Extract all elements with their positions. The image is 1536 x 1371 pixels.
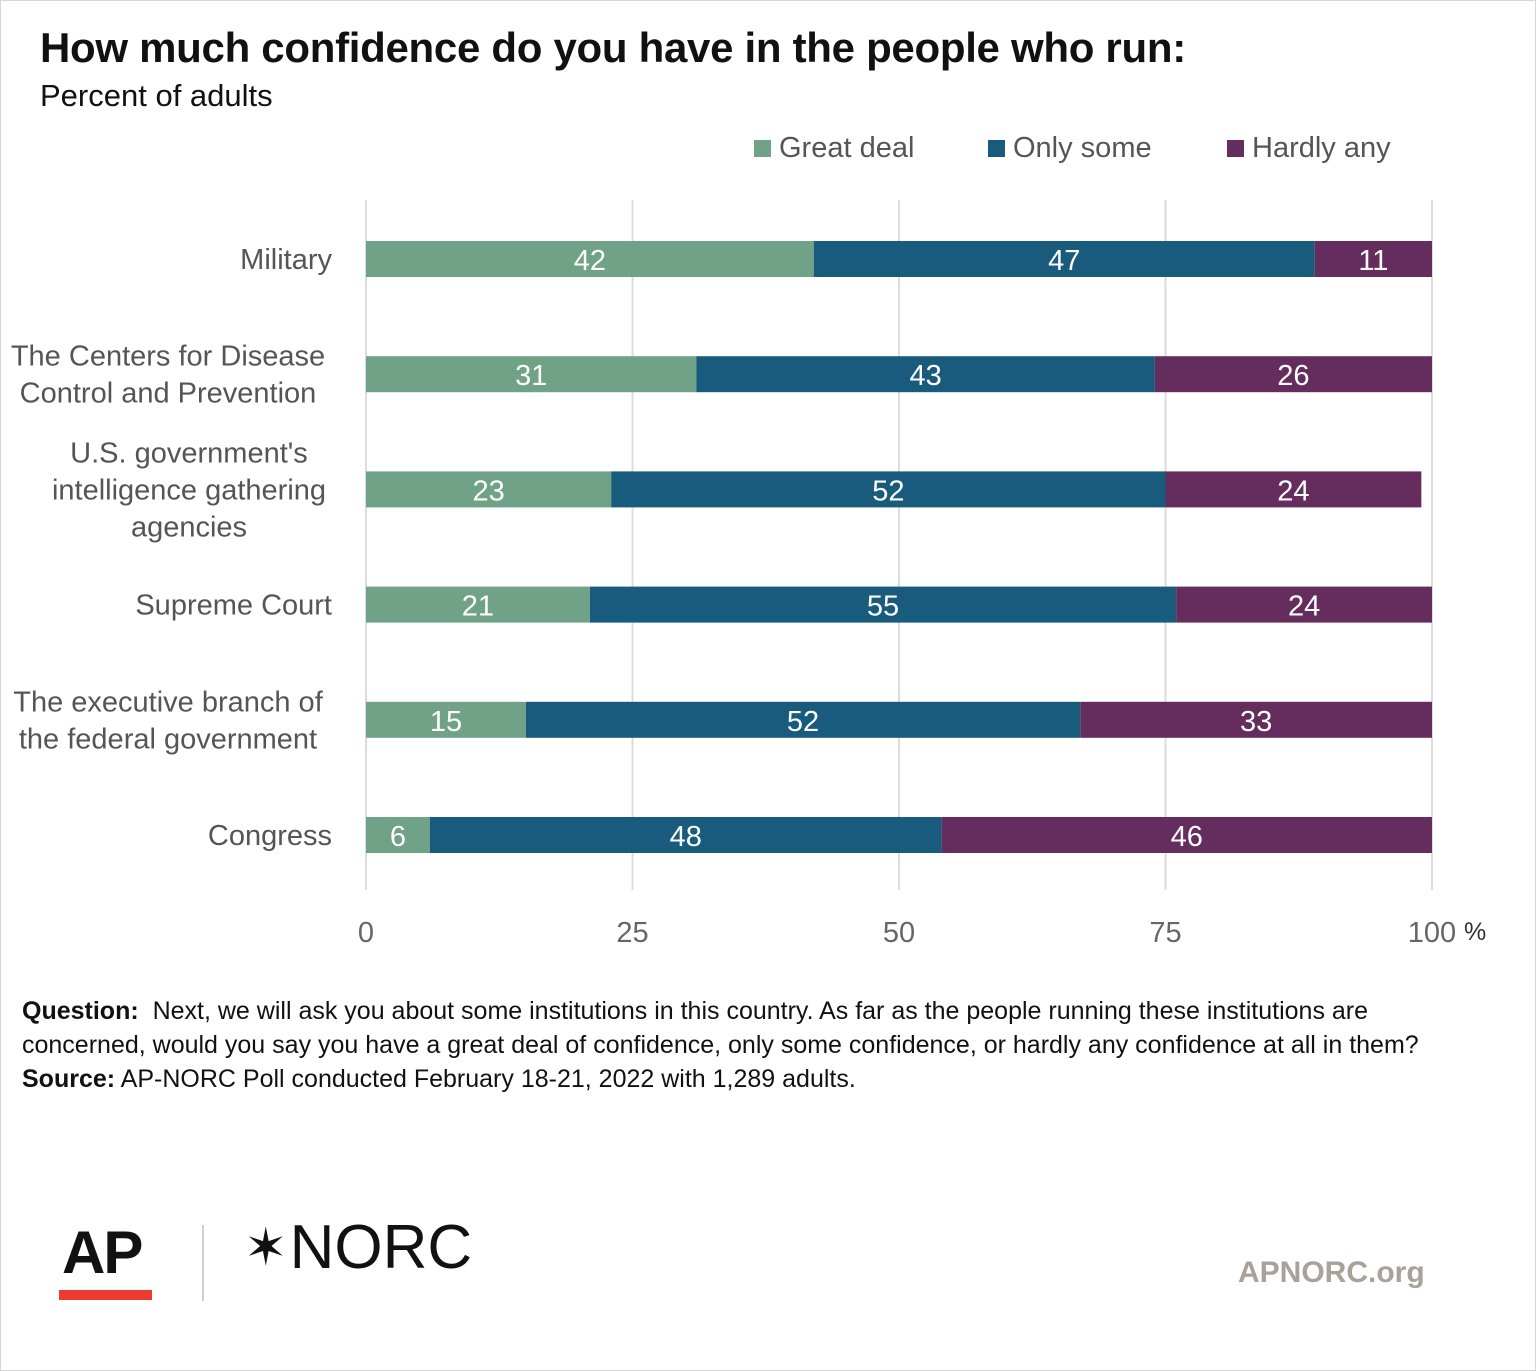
chart-notes: Question: Next, we will ask you about so… xyxy=(22,994,1492,1096)
category-label-4: Supreme Court xyxy=(135,590,332,622)
question-note: Question: Next, we will ask you about so… xyxy=(22,994,1492,1062)
chart-subtitle: Percent of adults xyxy=(40,78,273,113)
bar-great-deal-2 xyxy=(366,356,697,393)
x-tick-label-100: 100 xyxy=(1408,917,1456,949)
data-label-great-deal-1: 42 xyxy=(574,245,606,277)
data-label-hardly-any-1: 11 xyxy=(1358,245,1388,277)
data-label-only-some-3: 52 xyxy=(872,475,904,507)
x-tick-label-50: 50 xyxy=(883,917,915,949)
question-text: Next, we will ask you about some institu… xyxy=(22,997,1419,1059)
category-label-3: U.S. government's intelligence gathering a… xyxy=(52,437,326,543)
bar-hardly-any-2 xyxy=(1154,356,1432,393)
legend-swatch-great-deal xyxy=(754,139,771,157)
legend-item-hardly-any: Hardly any xyxy=(1227,132,1391,165)
category-label-6: Congress xyxy=(208,820,332,852)
bar-only-some-6 xyxy=(429,817,942,853)
source-note: Source: AP-NORC Poll conducted February … xyxy=(22,1062,1492,1096)
ap-logo: AP xyxy=(62,1219,143,1286)
bar-great-deal-5 xyxy=(366,701,526,738)
x-tick-label-0: 0 xyxy=(358,917,374,949)
bar-hardly-any-3 xyxy=(1165,471,1422,508)
legend-item-only-some: Only some xyxy=(988,132,1152,165)
bar-only-some-3 xyxy=(611,471,1166,508)
data-label-only-some-6: 48 xyxy=(670,821,702,853)
data-label-great-deal-4: 21 xyxy=(462,591,494,623)
category-label-2: The Centers for Disease Control and Preve… xyxy=(11,341,325,410)
x-tick-label-75: 75 xyxy=(1149,917,1181,949)
chart-title: How much confidence do you have in the p… xyxy=(40,24,1186,71)
norc-logo: ✶ NORC xyxy=(244,1212,472,1283)
legend-label-hardly-any: Hardly any xyxy=(1252,131,1391,164)
source-label: Source: xyxy=(22,1065,116,1093)
data-label-hardly-any-4: 24 xyxy=(1288,591,1320,623)
logo-divider xyxy=(202,1225,204,1301)
data-label-hardly-any-3: 24 xyxy=(1277,475,1309,507)
bar-only-some-1 xyxy=(813,241,1315,277)
ap-logo-underline xyxy=(59,1290,152,1300)
bar-hardly-any-5 xyxy=(1080,701,1432,738)
data-label-only-some-4: 55 xyxy=(867,591,899,623)
site-link: APNORC.org xyxy=(1238,1256,1425,1289)
data-label-hardly-any-2: 26 xyxy=(1277,360,1309,392)
bar-hardly-any-4 xyxy=(1176,586,1432,623)
bar-great-deal-6 xyxy=(366,817,430,853)
legend-swatch-hardly-any xyxy=(1227,139,1244,157)
question-label: Question: xyxy=(22,997,139,1025)
bar-only-some-5 xyxy=(525,701,1081,738)
data-label-great-deal-2: 31 xyxy=(515,360,547,392)
category-label-1: Military xyxy=(240,244,332,276)
legend-swatch-only-some xyxy=(988,139,1005,157)
bar-only-some-2 xyxy=(696,356,1155,393)
bar-great-deal-3 xyxy=(366,471,612,508)
category-label-5: The executive branch of the federal gover… xyxy=(13,686,323,755)
legend-item-great-deal: Great deal xyxy=(754,132,914,165)
data-label-great-deal-5: 15 xyxy=(430,706,462,738)
x-tick-label-25: 25 xyxy=(616,917,648,949)
data-label-only-some-5: 52 xyxy=(787,706,819,738)
data-label-only-some-2: 43 xyxy=(910,360,942,392)
legend-label-great-deal: Great deal xyxy=(779,131,915,164)
bar-hardly-any-1 xyxy=(1314,241,1432,277)
stacked-bar-chart: 0 25 50 75 100 % Military The Centers for Disea… xyxy=(11,200,1486,949)
bar-great-deal-4 xyxy=(366,586,590,623)
data-label-only-some-1: 47 xyxy=(1048,245,1080,277)
bar-hardly-any-6 xyxy=(941,817,1432,853)
norc-logo-text: NORC xyxy=(289,1213,473,1282)
data-label-great-deal-3: 23 xyxy=(472,475,504,507)
norc-star-icon: ✶ xyxy=(244,1218,288,1277)
source-text: AP-NORC Poll conducted February 18-21, 2… xyxy=(120,1065,856,1093)
data-label-great-deal-6: 6 xyxy=(390,821,406,853)
bar-great-deal-1 xyxy=(366,241,814,277)
legend-label-only-some: Only some xyxy=(1013,131,1152,164)
x-axis-unit: % xyxy=(1464,918,1486,946)
data-label-hardly-any-6: 46 xyxy=(1171,821,1203,853)
bar-only-some-4 xyxy=(589,586,1177,623)
data-label-hardly-any-5: 33 xyxy=(1240,706,1272,738)
